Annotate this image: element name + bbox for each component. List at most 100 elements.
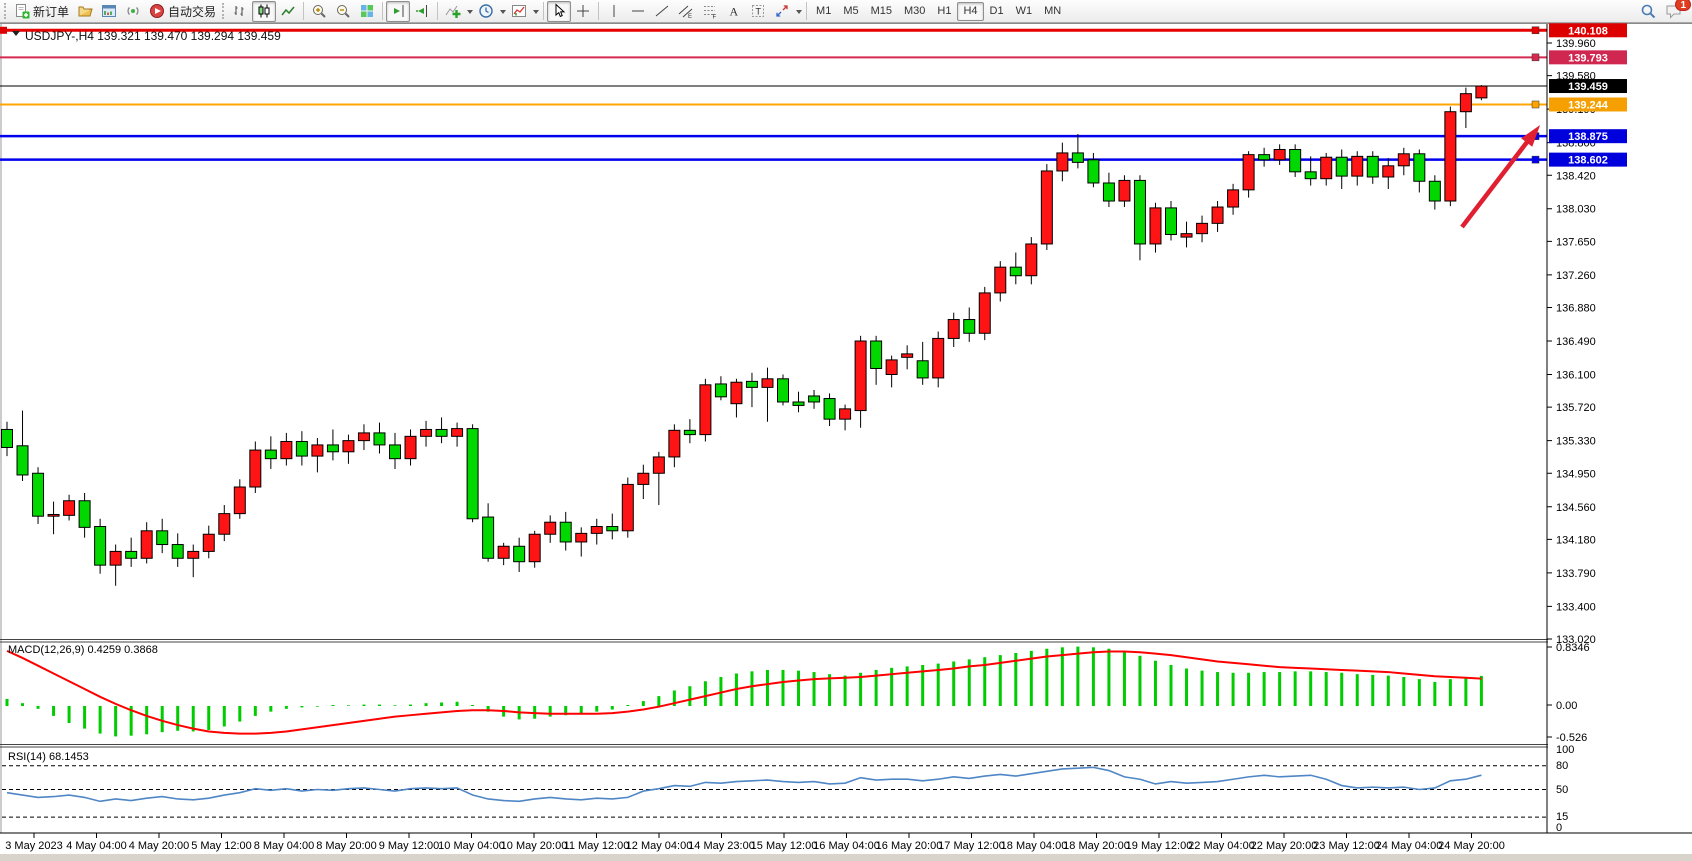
chart-shift-button[interactable] xyxy=(410,1,434,22)
trendline-button[interactable] xyxy=(650,1,674,22)
trend-arrow-annotation[interactable] xyxy=(1460,125,1541,229)
candlestick-chart-button[interactable] xyxy=(252,0,277,22)
candle xyxy=(1,421,13,457)
price-line-140.108[interactable] xyxy=(0,26,1547,35)
horizontal-line-button[interactable] xyxy=(626,1,650,22)
line-handle[interactable] xyxy=(1531,26,1540,35)
candle xyxy=(202,525,215,559)
line-anchor-marker[interactable] xyxy=(0,26,7,34)
vertical-line-button[interactable] xyxy=(602,1,626,22)
timeframe-M1[interactable]: M1 xyxy=(816,5,832,17)
cursor-button[interactable] xyxy=(547,0,572,22)
pane-splitter[interactable] xyxy=(0,744,1692,748)
timeframe-D1[interactable]: D1 xyxy=(989,5,1004,17)
candle xyxy=(342,434,355,464)
candle xyxy=(125,537,138,567)
new-order-button[interactable]: 新订单 xyxy=(10,1,73,22)
auto-scroll-button[interactable] xyxy=(386,0,411,22)
main-toolbar: 新订单 自动交易 E F A T xyxy=(0,0,1692,23)
chart-window-button[interactable] xyxy=(97,1,121,22)
price-tick-label: 133.790 xyxy=(1556,568,1596,580)
candle xyxy=(1459,87,1472,129)
price-axis[interactable]: 139.960139.580139.190138.800138.420138.0… xyxy=(1546,23,1692,834)
candle xyxy=(575,527,588,557)
timeframe-H4[interactable]: H4 xyxy=(957,1,984,21)
time-tick-label: 10 May 20:00 xyxy=(501,840,568,852)
candle xyxy=(187,544,200,578)
candle xyxy=(839,404,852,431)
timeframe-H1[interactable]: H1 xyxy=(937,5,952,17)
rsi-label: RSI(14) 68.1453 xyxy=(8,751,89,763)
text-label-button[interactable]: T xyxy=(746,1,770,22)
candle xyxy=(1211,201,1224,232)
line-handle[interactable] xyxy=(1531,53,1540,62)
candle xyxy=(544,515,557,543)
candle xyxy=(1071,134,1084,169)
zoom-out-button[interactable] xyxy=(331,1,355,22)
text-label-icon: T xyxy=(750,3,766,19)
signals-icon xyxy=(125,3,141,19)
price-tag: 139.793 xyxy=(1549,50,1627,65)
candle xyxy=(435,417,448,444)
bar-chart-button[interactable] xyxy=(228,1,252,22)
candle xyxy=(777,374,789,406)
text-button[interactable]: A xyxy=(722,1,746,22)
price-line-139.793[interactable] xyxy=(0,53,1547,62)
profiles-button[interactable] xyxy=(73,1,97,22)
candle xyxy=(78,493,91,538)
signals-button[interactable] xyxy=(121,1,145,22)
candle xyxy=(994,261,1007,302)
arrows-button[interactable] xyxy=(770,1,794,22)
timeframe-M15[interactable]: M15 xyxy=(870,5,892,17)
price-tick-label: 139.960 xyxy=(1556,38,1596,50)
time-tick-label: 3 May 2023 xyxy=(5,840,62,852)
price-tick-label: 134.180 xyxy=(1556,534,1596,546)
symbol-dropdown-icon[interactable] xyxy=(12,31,20,36)
templates-dropdown[interactable] xyxy=(531,1,540,22)
time-axis[interactable]: 3 May 2023 4 May 04:00 4 May 20:00 5 May 12… xyxy=(0,832,1692,861)
rsi-tick-label: 100 xyxy=(1556,744,1574,756)
auto-trading-button[interactable]: 自动交易 xyxy=(145,1,220,22)
candle xyxy=(513,537,526,573)
timeframe-MN[interactable]: MN xyxy=(1044,5,1062,17)
line-handle[interactable] xyxy=(1531,100,1540,109)
price-line-139.244[interactable] xyxy=(0,100,1547,109)
macd-tick-label: 0.8346 xyxy=(1556,642,1590,654)
zoom-in-button[interactable] xyxy=(307,1,331,22)
time-tick-label: 9 May 12:00 xyxy=(379,840,440,852)
price-tag: 138.875 xyxy=(1549,129,1627,144)
crosshair-button[interactable] xyxy=(571,1,595,22)
candle xyxy=(590,518,603,545)
time-tick-label: 16 May 04:00 xyxy=(813,840,880,852)
equidistant-channel-button[interactable]: E xyxy=(674,1,698,22)
line-chart-button[interactable] xyxy=(276,1,300,22)
line-handle[interactable] xyxy=(1531,155,1540,164)
tile-windows-button[interactable] xyxy=(355,1,379,22)
arrows-dropdown[interactable] xyxy=(794,1,803,22)
toolbar-grip[interactable] xyxy=(222,3,225,19)
periods-button[interactable] xyxy=(474,1,498,22)
svg-text:E: E xyxy=(688,14,692,19)
price-tick-label: 133.400 xyxy=(1556,601,1596,613)
timeframe-M5[interactable]: M5 xyxy=(843,5,859,17)
indicators-dropdown[interactable] xyxy=(465,1,474,22)
indicators-button[interactable] xyxy=(441,1,465,22)
candle xyxy=(761,367,774,422)
candle xyxy=(280,432,293,466)
search-button[interactable] xyxy=(1636,1,1661,22)
toolbar-grip[interactable] xyxy=(4,3,7,19)
price-tag: 139.459 xyxy=(1549,79,1627,94)
templates-button[interactable] xyxy=(507,1,531,22)
fibonacci-button[interactable]: F xyxy=(698,1,722,22)
candlestick-chart-icon xyxy=(256,3,272,19)
notifications-button[interactable]: 1 xyxy=(1661,0,1691,22)
periods-dropdown[interactable] xyxy=(498,1,507,22)
cursor-icon xyxy=(551,3,567,19)
candle xyxy=(1133,175,1146,261)
timeframe-M30[interactable]: M30 xyxy=(904,5,926,17)
timeframe-W1[interactable]: W1 xyxy=(1015,5,1033,17)
pane-splitter[interactable] xyxy=(0,639,1692,643)
candle xyxy=(1040,164,1053,250)
candle xyxy=(420,420,433,447)
